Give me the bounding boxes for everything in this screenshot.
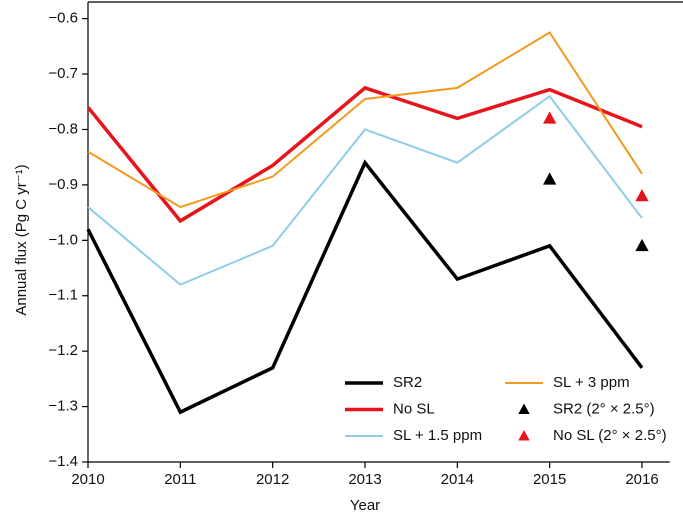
y-tick-label: −1.2 <box>48 342 78 359</box>
point-marker <box>635 188 649 202</box>
y-tick-label: −1.0 <box>48 231 78 248</box>
legend-label: SR2 <box>393 374 422 391</box>
series-line <box>87 31 643 209</box>
y-tick-label: −0.9 <box>48 176 78 193</box>
legend-swatch <box>518 403 530 414</box>
point-marker <box>543 172 557 185</box>
legend-label: No SL <box>393 400 435 417</box>
legend-label: SR2 (2° × 2.5°) <box>553 400 655 417</box>
x-tick-label: 2014 <box>441 471 474 488</box>
y-tick-label: −1.1 <box>48 287 78 304</box>
series-line <box>86 85 643 224</box>
y-axis-title: Annual flux (Pg C yr⁻¹) <box>13 164 30 315</box>
y-tick-label: −1.4 <box>48 453 78 470</box>
y-tick-label: −1.3 <box>48 398 78 415</box>
x-tick-label: 2013 <box>348 471 381 488</box>
series-line <box>86 159 644 415</box>
x-tick-label: 2011 <box>164 471 196 488</box>
legend-swatch <box>518 430 530 441</box>
y-tick-label: −0.8 <box>48 120 78 137</box>
x-tick-label: 2012 <box>256 471 289 488</box>
point-marker <box>635 238 649 252</box>
point-marker <box>543 111 557 124</box>
y-tick-label: −0.7 <box>48 65 78 82</box>
series-line <box>87 94 643 286</box>
legend-label: No SL (2° × 2.5°) <box>553 427 667 444</box>
x-tick-label: 2016 <box>625 471 658 488</box>
legend-label: SL + 1.5 ppm <box>393 427 482 444</box>
x-axis-title: Year <box>350 497 380 514</box>
legend-label: SL + 3 ppm <box>553 374 630 391</box>
x-tick-label: 2010 <box>71 471 104 488</box>
x-tick-label: 2015 <box>533 471 566 488</box>
y-tick-label: −0.6 <box>48 10 78 27</box>
